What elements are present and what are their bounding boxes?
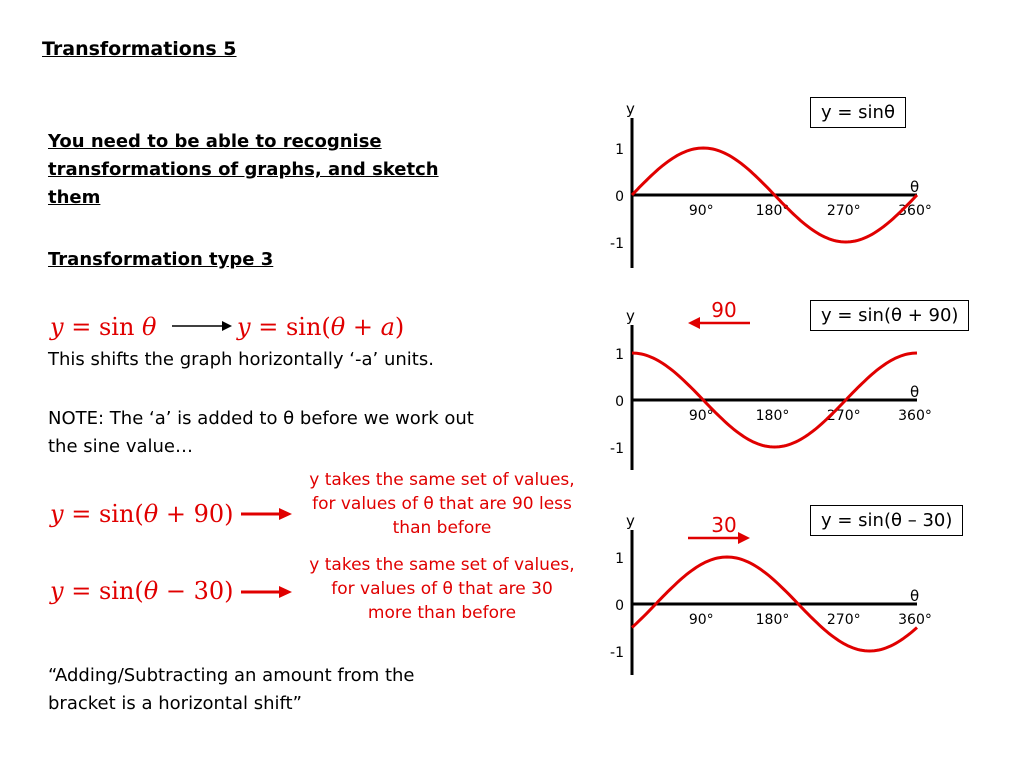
- y-axis-label: y: [626, 307, 635, 325]
- formula-minus: −: [165, 577, 186, 605]
- shift-amount-label: 90: [711, 298, 736, 322]
- x-tick-label: 90°: [689, 203, 714, 219]
- transformation-subheading: Transformation type 3: [48, 249, 274, 270]
- graph-equation-label: y = sinθ: [810, 97, 906, 128]
- formula-close: ): [394, 313, 405, 341]
- x-tick-label: 360°: [898, 408, 932, 424]
- x-axis-label: θ: [910, 178, 919, 196]
- formula-equals: =: [258, 313, 279, 341]
- sine-curve: [630, 555, 918, 653]
- ex2-arrow-icon: [241, 586, 292, 598]
- x-tick-label: 180°: [756, 203, 790, 219]
- formula-close: ): [224, 577, 234, 605]
- formula-close: ): [224, 500, 234, 528]
- x-tick-label: 270°: [827, 203, 861, 219]
- formula-example-1: y = sin(θ + 90): [50, 500, 234, 528]
- summary-quote: “Adding/Subtracting an amount from the b…: [48, 665, 415, 714]
- x-tick-label: 180°: [756, 612, 790, 628]
- note-text: NOTE: The ‘a’ is added to θ before we wo…: [48, 408, 474, 457]
- red-note-1: y takes the same set of values, for valu…: [309, 470, 575, 538]
- graph-equation-label: y = sin(θ + 90): [810, 300, 970, 331]
- arrow-right-icon: [688, 532, 750, 544]
- y-axis-label: y: [626, 512, 635, 530]
- graph-equation-label: y = sin(θ – 30): [810, 505, 964, 536]
- y-tick-label: -1: [610, 236, 624, 252]
- y-tick-label: -1: [610, 441, 624, 457]
- y-tick-label: 0: [615, 189, 624, 205]
- formula-y: y: [50, 577, 64, 605]
- formula-theta: θ: [142, 313, 157, 341]
- y-tick-label: 0: [615, 394, 624, 410]
- formula-theta: θ: [143, 500, 159, 528]
- x-tick-label: 360°: [898, 612, 932, 628]
- sine-curve: [630, 146, 919, 244]
- formula-equals: =: [71, 313, 92, 341]
- formula-example-2: y = sin(θ − 30): [50, 577, 234, 605]
- formula-plus: +: [352, 313, 373, 341]
- y-tick-label: 1: [615, 142, 624, 158]
- formula-number: 30: [193, 577, 225, 605]
- formula-base: y = sin θ: [50, 313, 157, 341]
- formula-y: y: [50, 500, 64, 528]
- shift-explanation: This shifts the graph horizontally ‘-a’ …: [48, 349, 434, 370]
- page-title: Transformations 5: [42, 38, 237, 60]
- x-tick-label: 270°: [827, 612, 861, 628]
- formula-number: 90: [193, 500, 225, 528]
- formula-theta: θ: [330, 313, 346, 341]
- x-tick-label: 90°: [689, 612, 714, 628]
- sine-curve: [631, 351, 918, 449]
- y-tick-label: 1: [615, 551, 624, 567]
- x-axis-label: θ: [910, 383, 919, 401]
- shift-amount-label: 30: [711, 513, 736, 537]
- intro-text: You need to be able to recognise transfo…: [48, 131, 439, 208]
- formula-sin-open: sin(: [285, 313, 331, 341]
- formula-y: y: [50, 313, 64, 341]
- general-arrow-icon: [172, 321, 232, 331]
- x-axis-label: θ: [910, 587, 919, 605]
- y-axis-label: y: [626, 100, 635, 118]
- formula-a: a: [380, 313, 395, 341]
- formula-equals: =: [71, 500, 92, 528]
- formula-theta: θ: [143, 577, 159, 605]
- formula-equals: =: [71, 577, 92, 605]
- red-note-2: y takes the same set of values, for valu…: [309, 555, 575, 623]
- x-tick-label: 180°: [756, 408, 790, 424]
- y-tick-label: 0: [615, 598, 624, 614]
- arrow-left-icon: [688, 317, 750, 329]
- ex1-arrow-icon: [241, 508, 292, 520]
- formula-sin-open: sin(: [98, 500, 144, 528]
- y-tick-label: -1: [610, 645, 624, 661]
- formula-sin-open: sin(: [98, 577, 144, 605]
- formula-plus: +: [165, 500, 186, 528]
- formula-sin: sin: [98, 313, 135, 341]
- formula-general: y = sin(θ + a): [237, 313, 404, 341]
- formula-y: y: [237, 313, 251, 341]
- x-tick-label: 90°: [689, 408, 714, 424]
- y-tick-label: 1: [615, 347, 624, 363]
